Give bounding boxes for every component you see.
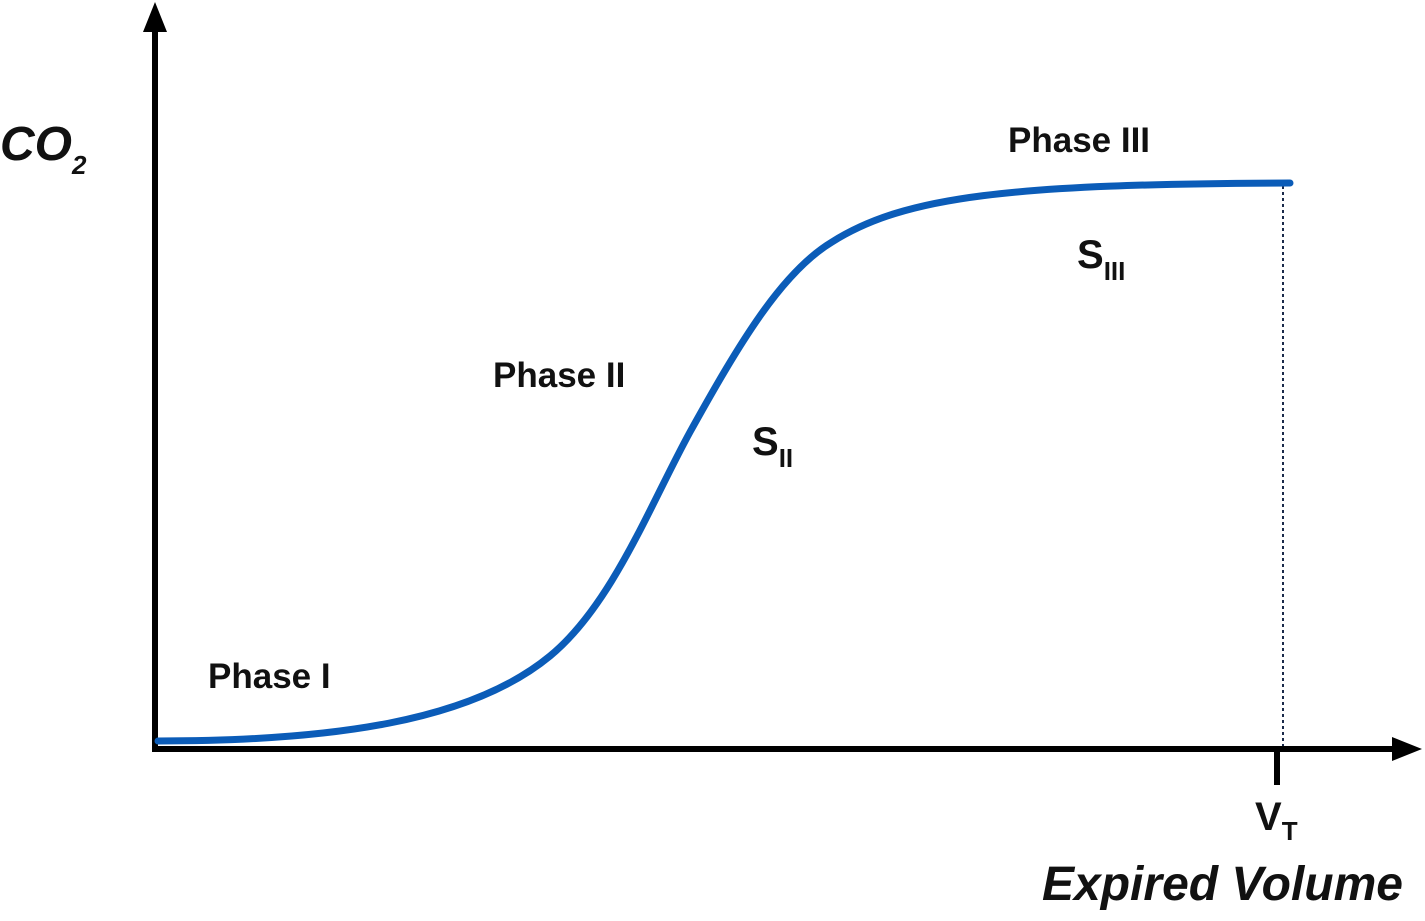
x-axis-label: Expired Volume <box>1042 858 1403 911</box>
slope-label-main: S <box>752 420 779 464</box>
phase-label: Phase I <box>208 657 331 696</box>
slope-label-sub: II <box>779 443 793 473</box>
vt-label: VT <box>1255 795 1298 846</box>
phase-label: Phase II <box>493 356 625 395</box>
vt-label-sub: T <box>1282 816 1298 846</box>
y-axis-label: CO2 <box>0 118 87 180</box>
y-axis-arrow <box>143 2 167 32</box>
slope-label: SII <box>752 420 793 473</box>
phase-label: Phase III <box>1008 121 1150 160</box>
co2-curve <box>154 179 1294 745</box>
slope-label: SIII <box>1077 233 1125 286</box>
slope-label-sub: III <box>1104 256 1126 286</box>
x-axis-arrow <box>1392 737 1422 761</box>
slope-label-main: S <box>1077 233 1104 277</box>
vt-label-main: V <box>1255 795 1282 839</box>
y-axis-label-main: CO <box>0 118 72 171</box>
y-axis-label-sub: 2 <box>71 150 87 180</box>
